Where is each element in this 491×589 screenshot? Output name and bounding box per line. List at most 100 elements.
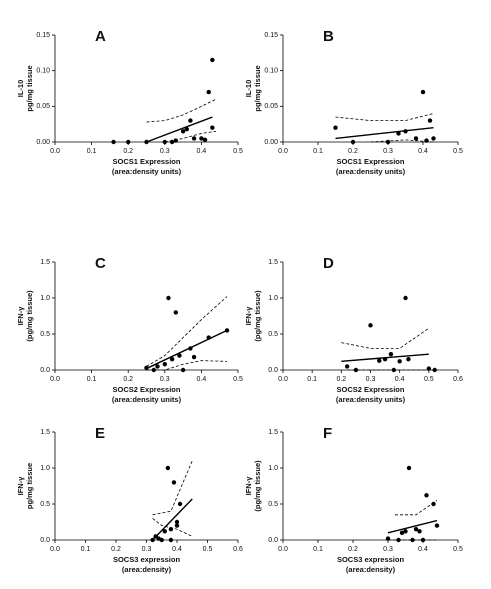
confidence-band-upper (395, 500, 438, 516)
x-tick-label: 0.0 (278, 376, 288, 383)
regression-line (146, 116, 213, 143)
data-point (432, 367, 437, 373)
x-tick-label: 0.2 (123, 148, 133, 155)
data-point (368, 323, 373, 328)
data-point (199, 136, 204, 141)
x-tick-label: 0.5 (203, 546, 213, 553)
y-tick-label: 0.5 (268, 331, 278, 338)
x-tick-label: 0.3 (366, 376, 376, 383)
data-point (173, 138, 178, 143)
y-tick-label: 0.5 (268, 501, 278, 508)
x-tick-label: 0.4 (197, 376, 207, 383)
data-point (420, 89, 426, 95)
panel-label: F (323, 425, 332, 442)
x-tick-label: 0.0 (278, 546, 288, 553)
x-tick-label: 0.1 (313, 546, 323, 553)
data-point (173, 310, 178, 315)
x-tick-label: 0.1 (313, 148, 323, 155)
data-point (397, 359, 402, 364)
x-axis-label: (area:density units) (112, 167, 182, 176)
y-tick-label: 0.00 (36, 139, 50, 146)
data-point (169, 357, 175, 362)
data-point (424, 493, 429, 498)
x-axis-label: (area:density units) (112, 395, 182, 404)
x-tick-label: 0.1 (307, 376, 317, 383)
x-axis-label: (area:density) (122, 565, 172, 574)
x-tick-label: 0.5 (233, 376, 243, 383)
data-point (399, 530, 405, 535)
data-point (191, 136, 197, 141)
data-point (206, 335, 211, 340)
data-point (385, 536, 391, 541)
data-point (388, 351, 394, 357)
confidence-band-lower (370, 139, 434, 143)
confidence-band-upper (146, 296, 228, 367)
y-tick-label: 0.05 (264, 103, 278, 110)
x-axis-label: (area:density) (346, 565, 396, 574)
y-tick-label: 1.0 (268, 465, 278, 472)
y-axis-label: pg/mg tissue (25, 65, 34, 111)
data-point (151, 367, 157, 373)
panel-label: C (95, 255, 106, 272)
y-tick-label: 1.0 (40, 465, 50, 472)
data-point (168, 527, 174, 532)
data-point (420, 537, 426, 543)
data-point (333, 125, 338, 130)
y-axis-label: (pg/mg tissue) (25, 290, 34, 342)
x-tick-label: 0.2 (123, 376, 133, 383)
data-point (166, 295, 171, 301)
x-tick-label: 0.6 (233, 546, 243, 553)
data-point (111, 139, 116, 145)
x-tick-label: 0.6 (453, 376, 463, 383)
data-point (174, 523, 180, 528)
data-point (391, 367, 397, 373)
x-tick-label: 0.0 (278, 148, 288, 155)
data-point (191, 354, 197, 360)
x-tick-label: 0.4 (395, 376, 405, 383)
data-point (431, 136, 436, 141)
data-point (126, 139, 131, 145)
data-point (155, 364, 160, 369)
x-tick-label: 0.1 (87, 376, 97, 383)
data-point (210, 57, 215, 63)
data-point (396, 537, 401, 543)
x-tick-label: 0.2 (348, 148, 358, 155)
data-point (344, 364, 350, 369)
data-point (144, 365, 149, 371)
y-tick-label: 0.00 (264, 139, 278, 146)
x-tick-label: 0.3 (142, 546, 152, 553)
data-point (165, 465, 171, 471)
data-point (385, 139, 391, 145)
panel-label: E (95, 425, 105, 442)
regression-line (387, 519, 438, 534)
y-axis-label: IFN-γ (16, 476, 25, 496)
data-point (434, 523, 440, 528)
regression-line (146, 329, 228, 370)
data-point (188, 346, 193, 351)
y-axis-label: IFN-γ (244, 306, 253, 326)
x-tick-label: 0.1 (87, 148, 97, 155)
data-point (413, 527, 419, 532)
y-tick-label: 0.0 (40, 367, 50, 374)
y-axis-label: IFN-γ (244, 476, 253, 496)
data-point (162, 362, 167, 367)
y-tick-label: 1.0 (40, 295, 50, 302)
x-axis-label: SOCS2 Expression (113, 385, 181, 394)
regression-line (335, 127, 434, 140)
data-point (403, 295, 408, 301)
data-point (180, 367, 186, 373)
data-point (202, 137, 208, 143)
data-point (210, 125, 215, 130)
confidence-band-upper (341, 327, 430, 349)
x-tick-label: 0.4 (197, 148, 207, 155)
x-tick-label: 0.3 (383, 148, 393, 155)
data-point (377, 358, 382, 363)
x-tick-label: 0.2 (348, 546, 358, 553)
y-axis-label: pg/mg tissue (253, 65, 262, 111)
confidence-band-upper (152, 460, 193, 516)
confidence-band-lower (164, 130, 217, 143)
x-tick-label: 0.0 (50, 546, 60, 553)
y-axis-label: IFN-γ (16, 306, 25, 326)
data-point (144, 139, 149, 145)
y-tick-label: 0.5 (40, 501, 50, 508)
